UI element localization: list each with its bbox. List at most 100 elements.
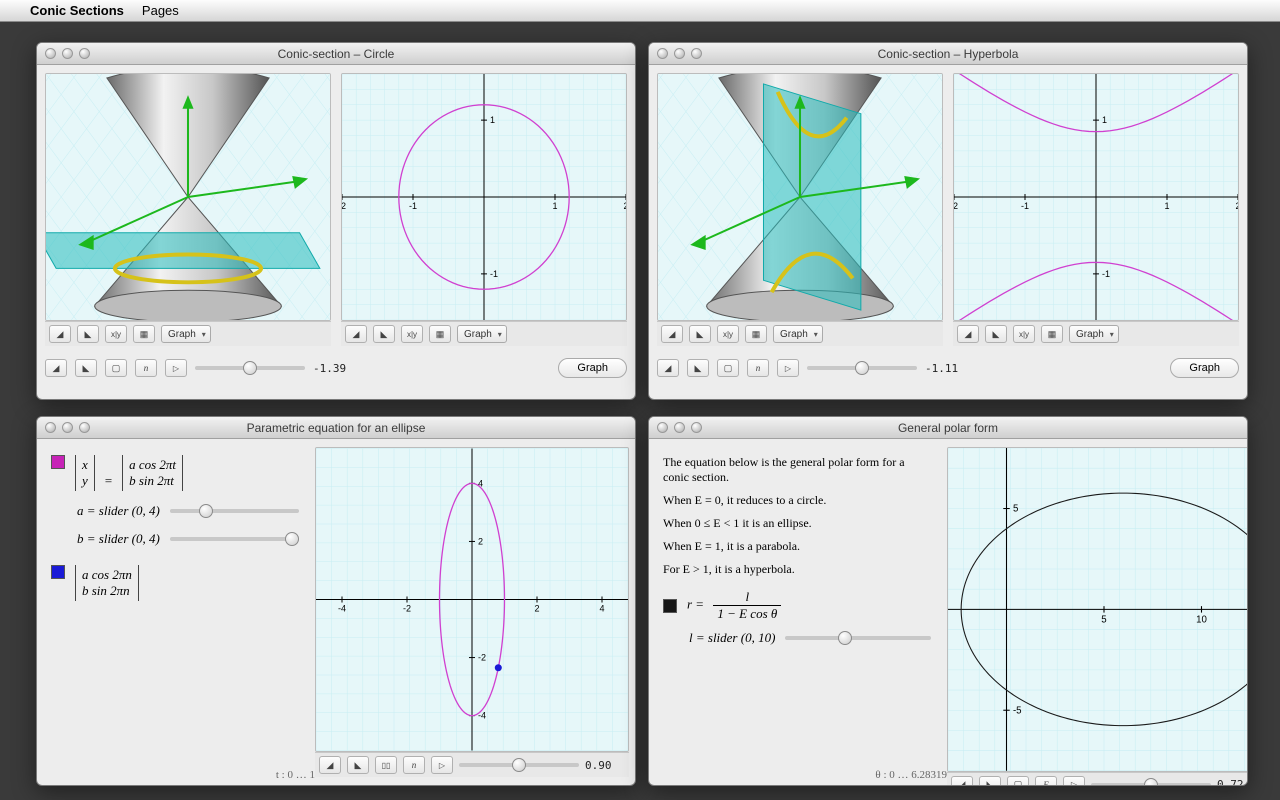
- description-panel: The equation below is the general polar …: [657, 447, 937, 777]
- graph-button[interactable]: Graph: [558, 358, 627, 378]
- graph-2d-panel[interactable]: -2-112-11: [953, 73, 1239, 321]
- toolbar-icon[interactable]: ◣: [77, 325, 99, 343]
- svg-text:2: 2: [478, 536, 483, 546]
- minimize-icon[interactable]: [62, 48, 73, 59]
- slider-l-label: l = slider (0, 10): [689, 630, 775, 646]
- svg-text:10: 10: [1196, 614, 1207, 625]
- titlebar[interactable]: Conic-section – Hyperbola: [649, 43, 1247, 65]
- param-name: E: [1035, 776, 1057, 786]
- equation-marker: a cos 2πnb sin 2πn: [75, 565, 139, 601]
- toolbar-icon[interactable]: x|y: [1013, 325, 1035, 343]
- toolbar-icon[interactable]: ◣: [689, 325, 711, 343]
- grid-toggle-icon[interactable]: ▦: [133, 325, 155, 343]
- toolbar-icon[interactable]: ◣: [979, 776, 1001, 786]
- param-value: -1.11: [925, 362, 965, 375]
- slider-b[interactable]: [170, 537, 299, 541]
- titlebar[interactable]: Conic-section – Circle: [37, 43, 635, 65]
- play-icon[interactable]: ▷: [165, 359, 187, 377]
- zoom-icon[interactable]: [691, 48, 702, 59]
- graph-type-dropdown[interactable]: Graph: [773, 325, 823, 343]
- body-text: The equation below is the general polar …: [663, 455, 931, 485]
- toolbar-icon[interactable]: ◢: [957, 325, 979, 343]
- graph-2d-panel[interactable]: 510-55: [947, 447, 1248, 772]
- svg-text:-2: -2: [954, 201, 958, 211]
- toolbar-icon[interactable]: ◣: [347, 756, 369, 774]
- toolbar-icon[interactable]: ◢: [345, 325, 367, 343]
- stop-icon[interactable]: ▢: [1007, 776, 1029, 786]
- series-swatch-blue[interactable]: [51, 565, 65, 579]
- zoom-icon[interactable]: [691, 422, 702, 433]
- param-name: n: [747, 359, 769, 377]
- minimize-icon[interactable]: [62, 422, 73, 433]
- grid-toggle-icon[interactable]: ▦: [429, 325, 451, 343]
- close-icon[interactable]: [45, 48, 56, 59]
- param-slider[interactable]: [459, 763, 579, 767]
- toolbar-icon[interactable]: ◢: [49, 325, 71, 343]
- graph-type-dropdown[interactable]: Graph: [457, 325, 507, 343]
- slider-b-label: b = slider (0, 4): [77, 531, 160, 547]
- pages-menu[interactable]: Pages: [142, 3, 179, 18]
- param-slider[interactable]: [1091, 783, 1211, 786]
- svg-text:5: 5: [1013, 504, 1018, 515]
- minimize-icon[interactable]: [674, 422, 685, 433]
- svg-text:1: 1: [1164, 201, 1169, 211]
- slider-a[interactable]: [170, 509, 299, 513]
- graph-2d-panel[interactable]: -2-112-11: [341, 73, 627, 321]
- graph-2d-panel[interactable]: -4-224-4-224: [315, 447, 629, 752]
- toolbar-icon[interactable]: ◣: [985, 325, 1007, 343]
- toolbar-icon[interactable]: ◣: [373, 325, 395, 343]
- window-title: Parametric equation for an ellipse: [37, 421, 635, 435]
- minimize-icon[interactable]: [674, 48, 685, 59]
- body-text: When E = 1, it is a parabola.: [663, 539, 931, 554]
- titlebar[interactable]: Parametric equation for an ellipse: [37, 417, 635, 439]
- titlebar[interactable]: General polar form: [649, 417, 1247, 439]
- svg-text:-5: -5: [1013, 705, 1022, 716]
- zoom-icon[interactable]: [79, 48, 90, 59]
- grid-toggle-icon[interactable]: ▦: [1041, 325, 1063, 343]
- toolbar-icon[interactable]: x|y: [717, 325, 739, 343]
- param-range: t : 0 … 1: [276, 769, 315, 781]
- param-range: θ : 0 … 6.28319: [875, 769, 947, 781]
- svg-text:2: 2: [534, 604, 539, 614]
- play-icon[interactable]: ▷: [777, 359, 799, 377]
- close-icon[interactable]: [45, 422, 56, 433]
- toolbar-icon[interactable]: ◢: [951, 776, 973, 786]
- param-slider[interactable]: [195, 366, 305, 370]
- graph-type-dropdown[interactable]: Graph: [161, 325, 211, 343]
- graph-type-dropdown[interactable]: Graph: [1069, 325, 1119, 343]
- param-name: n: [403, 756, 425, 774]
- close-icon[interactable]: [657, 422, 668, 433]
- toolbar-icon[interactable]: ◢: [45, 359, 67, 377]
- stop-icon[interactable]: ▢: [717, 359, 739, 377]
- toolbar-icon[interactable]: ◣: [75, 359, 97, 377]
- toolbar-icon[interactable]: ◢: [319, 756, 341, 774]
- window-ellipse: Parametric equation for an ellipse xy = …: [36, 416, 636, 786]
- window-title: Conic-section – Hyperbola: [649, 47, 1247, 61]
- slider-l[interactable]: [785, 636, 931, 640]
- svg-text:-1: -1: [1102, 269, 1110, 279]
- close-icon[interactable]: [657, 48, 668, 59]
- toolbar-icon[interactable]: ◣: [687, 359, 709, 377]
- cone-3d-panel[interactable]: [657, 73, 943, 321]
- grid-toggle-icon[interactable]: ▦: [745, 325, 767, 343]
- svg-text:-2: -2: [342, 201, 346, 211]
- zoom-icon[interactable]: [79, 422, 90, 433]
- toolbar-icon[interactable]: ◢: [657, 359, 679, 377]
- toolbar-icon[interactable]: ◢: [661, 325, 683, 343]
- graph-button[interactable]: Graph: [1170, 358, 1239, 378]
- body-text: For E > 1, it is a hyperbola.: [663, 562, 931, 577]
- cone-3d-panel[interactable]: [45, 73, 331, 321]
- play-icon[interactable]: ▷: [1063, 776, 1085, 786]
- window-circle: Conic-section – Circle ◢ ◣ x|y ▦ Graph: [36, 42, 636, 400]
- app-menu[interactable]: Conic Sections: [30, 3, 124, 18]
- pause-icon[interactable]: ▯▯: [375, 756, 397, 774]
- series-swatch-magenta[interactable]: [51, 455, 65, 469]
- window-polar: General polar form The equation below is…: [648, 416, 1248, 786]
- play-icon[interactable]: ▷: [431, 756, 453, 774]
- series-swatch-black[interactable]: [663, 599, 677, 613]
- toolbar-icon[interactable]: x|y: [105, 325, 127, 343]
- stop-icon[interactable]: ▢: [105, 359, 127, 377]
- param-slider[interactable]: [807, 366, 917, 370]
- toolbar-icon[interactable]: x|y: [401, 325, 423, 343]
- svg-text:1: 1: [552, 201, 557, 211]
